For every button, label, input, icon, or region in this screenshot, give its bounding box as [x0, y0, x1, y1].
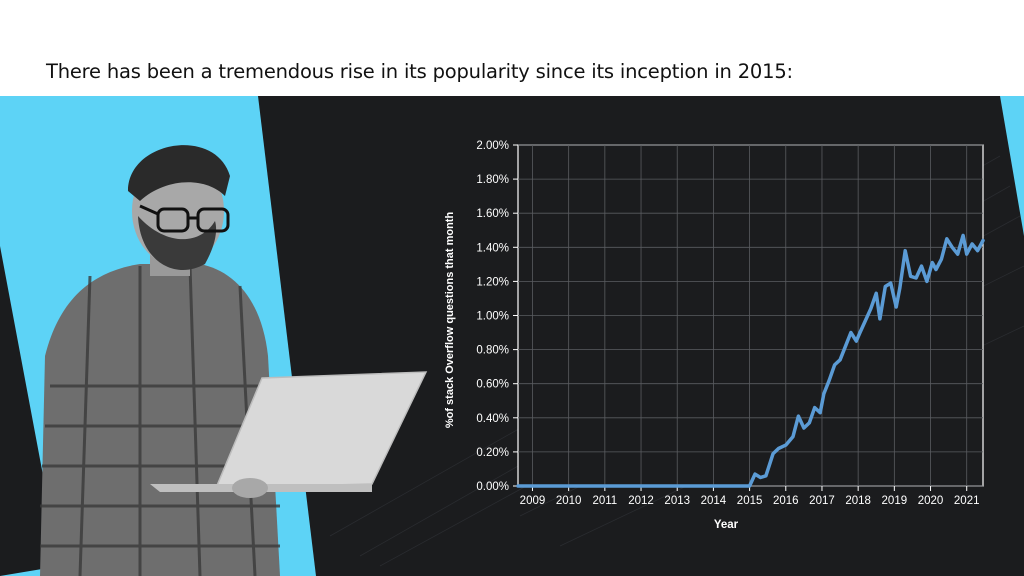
x-tick-label: 2015 — [737, 495, 763, 507]
x-tick-label: 2020 — [918, 495, 944, 507]
y-tick-label: 1.00% — [476, 311, 509, 323]
x-tick-label: 2017 — [809, 495, 835, 507]
page-heading: There has been a tremendous rise in its … — [46, 60, 793, 83]
y-tick-label: 0.40% — [476, 413, 509, 425]
chart: 0.00% 0.20% 0.40% 0.60% 0.80% 1.00% 1.20% 1.40%… — [444, 140, 985, 531]
x-tick-label: 2012 — [628, 495, 654, 507]
y-tick-label: 1.20% — [476, 276, 509, 288]
x-tick-label: 2018 — [845, 495, 871, 507]
person-beard — [138, 216, 217, 271]
person-hand — [232, 478, 268, 498]
person-hair — [128, 145, 230, 201]
y-tick-label: 0.60% — [476, 379, 509, 391]
y-tick-label: 0.80% — [476, 345, 509, 357]
glasses-icon — [139, 204, 230, 233]
y-tick-label: 1.60% — [476, 208, 509, 220]
y-tick-label: 1.80% — [476, 174, 509, 186]
x-axis-label: Year — [714, 519, 739, 531]
person-holding-laptop-icon — [40, 145, 428, 576]
y-tick-label: 2.00% — [476, 140, 509, 152]
x-tick-label: 2014 — [701, 495, 727, 507]
x-tick-label: 2016 — [773, 495, 799, 507]
x-tick-label: 2009 — [520, 495, 546, 507]
x-tick-label: 2021 — [954, 495, 980, 507]
y-axis-label: %of stack Overflow questions that month — [444, 212, 456, 429]
x-tick-label: 2011 — [592, 495, 617, 507]
x-tick-label: 2013 — [664, 495, 690, 507]
x-tick-label: 2019 — [882, 495, 908, 507]
y-tick-label: 1.40% — [476, 242, 509, 254]
x-tick-label: 2010 — [556, 495, 582, 507]
y-tick-label: 0.20% — [476, 447, 509, 459]
y-tick-label: 0.00% — [476, 481, 509, 493]
series-line — [516, 233, 985, 488]
person-torso — [40, 264, 280, 576]
